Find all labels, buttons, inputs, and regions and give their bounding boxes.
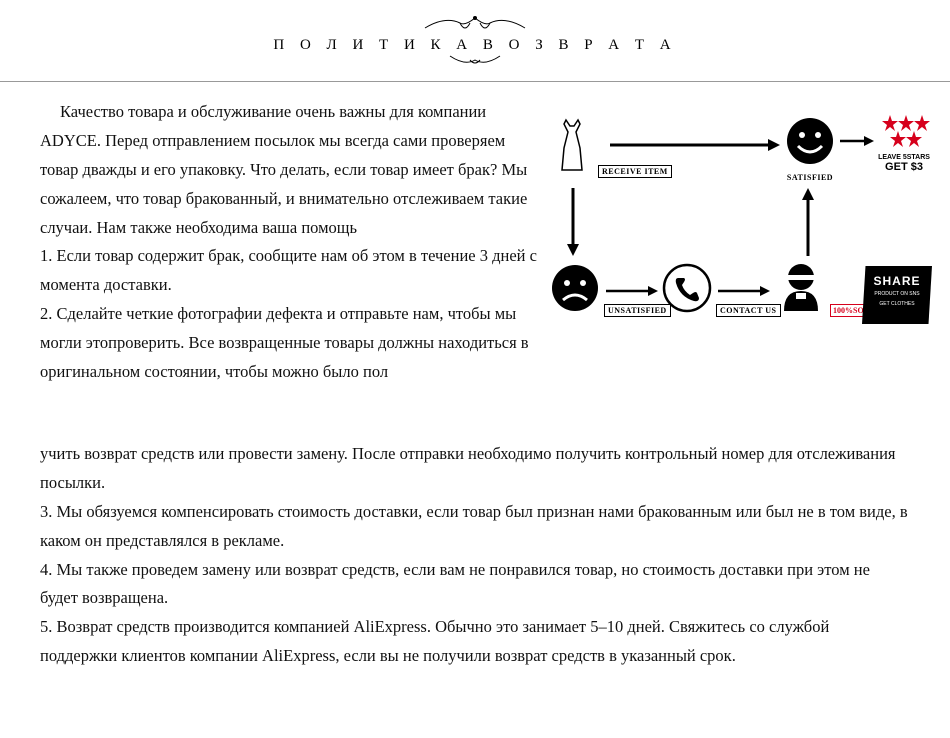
points-top: 1. Если товар содержит брак, сообщите на…	[40, 242, 540, 386]
policy-text-top: Качество товара и обслуживание очень важ…	[40, 98, 540, 428]
flow-diagram: RECEIVE ITEM SATISFIED	[550, 98, 930, 428]
share-sub1: PRODUCT ON SNS	[862, 291, 932, 298]
stars-icon	[876, 113, 932, 149]
header: П О Л И Т И К А В О З В Р А Т А	[0, 0, 950, 82]
dress-icon	[550, 118, 594, 174]
share-title: SHARE	[862, 274, 932, 288]
support-person-icon	[776, 261, 826, 313]
sad-icon	[550, 263, 600, 313]
arrow-down-icon	[564, 188, 582, 256]
ornament-top-icon	[415, 8, 535, 36]
node-stars: LEAVE 5STARS GET $3	[876, 113, 932, 173]
leave-stars-label: LEAVE 5STARS	[876, 154, 932, 161]
node-satisfied: SATISFIED	[785, 116, 835, 182]
arrow-up-icon	[799, 188, 817, 256]
smile-icon	[785, 116, 835, 166]
policy-text-bottom: учить возврат средств или провести замен…	[40, 440, 930, 671]
intro-paragraph: Качество товара и обслуживание очень важ…	[40, 98, 540, 242]
arrow-right2-icon	[606, 284, 658, 298]
contact-label: CONTACT US	[716, 304, 781, 317]
arrow-right-small-icon	[840, 134, 874, 148]
get3-label: GET $3	[876, 161, 932, 173]
arrow-right-icon	[610, 136, 780, 154]
satisfied-label: SATISFIED	[785, 173, 835, 182]
share-sub2: GET CLOTHES	[862, 301, 932, 308]
phone-icon	[662, 263, 712, 313]
ornament-bottom-icon	[445, 52, 505, 68]
receive-item-label: RECEIVE ITEM	[598, 165, 672, 178]
share-box: SHARE PRODUCT ON SNS GET CLOTHES	[862, 266, 932, 324]
unsatisfied-label: UNSATISFIED	[604, 304, 671, 317]
arrow-right3-icon	[718, 284, 770, 298]
